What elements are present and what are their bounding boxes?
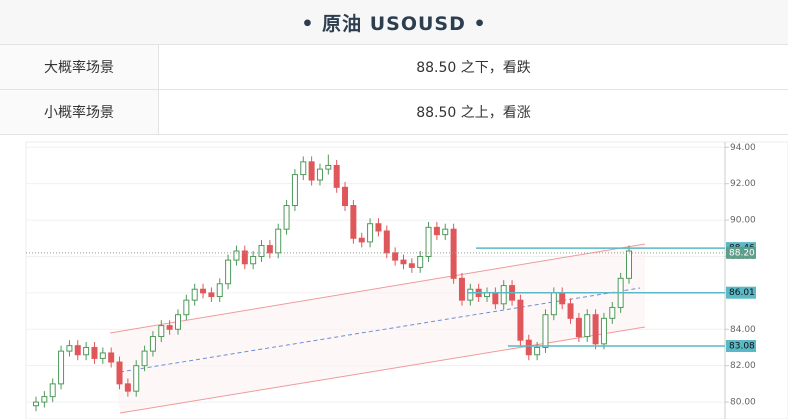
header-title: • 原油 USOUSD • bbox=[0, 0, 788, 45]
candle-body bbox=[433, 226, 440, 236]
candle-body bbox=[283, 205, 290, 230]
candle-body bbox=[316, 168, 323, 181]
cell: 小概率场景 bbox=[0, 89, 159, 135]
candle-body bbox=[275, 228, 282, 254]
candle-body bbox=[600, 317, 607, 345]
candle-body bbox=[133, 365, 140, 392]
candle-body bbox=[417, 255, 424, 268]
candle-body bbox=[174, 314, 181, 330]
candle-body bbox=[141, 350, 148, 367]
y-tick-label: 80.00 bbox=[730, 398, 756, 408]
price-tag bbox=[726, 340, 756, 353]
channel-mid bbox=[119, 287, 641, 373]
candle-body bbox=[375, 223, 382, 232]
candle-body bbox=[191, 288, 198, 301]
cell: 大概率场景 bbox=[0, 45, 159, 90]
candle-body bbox=[291, 174, 298, 207]
y-tick-label: 82.00 bbox=[730, 361, 756, 371]
candle-body bbox=[367, 223, 374, 243]
y-tick-label: 84.00 bbox=[730, 325, 756, 335]
candle-body bbox=[592, 314, 599, 345]
candle-body bbox=[300, 161, 307, 176]
candle-body bbox=[41, 396, 48, 403]
candle-body bbox=[542, 314, 549, 348]
levels: 80.0082.0084.0086.0088.0090.0092.0094.00… bbox=[26, 143, 756, 408]
row: 小概率场景 88.50 之上，看涨 bbox=[0, 89, 788, 135]
candle-body bbox=[350, 205, 357, 239]
candle-body bbox=[609, 306, 616, 319]
candle-body bbox=[99, 352, 106, 359]
candle-body bbox=[166, 325, 173, 330]
channel-upper bbox=[109, 243, 646, 334]
candle-body bbox=[58, 350, 65, 385]
candle-body bbox=[392, 252, 399, 261]
candle-body bbox=[450, 228, 457, 279]
candle-body bbox=[559, 292, 566, 305]
candle-body bbox=[149, 336, 156, 352]
candle-body bbox=[208, 292, 215, 298]
candle-body bbox=[33, 401, 39, 407]
candle-body bbox=[233, 250, 240, 261]
candle-body bbox=[442, 228, 449, 236]
cell: 88.50 之下，看跌 bbox=[158, 45, 788, 90]
candle-body bbox=[258, 245, 265, 257]
candle-body bbox=[83, 346, 90, 356]
y-tick-label: 94.00 bbox=[730, 143, 756, 153]
last-price-tag bbox=[726, 246, 756, 259]
y-tick-label: 90.00 bbox=[730, 216, 756, 226]
candle-body bbox=[467, 288, 474, 301]
candle-body bbox=[250, 255, 257, 265]
candle-body bbox=[49, 383, 56, 398]
price-tag-label: 86.01 bbox=[729, 288, 755, 298]
candle-body bbox=[308, 161, 315, 181]
candle-body bbox=[500, 285, 507, 305]
price-tag-label: 83.08 bbox=[729, 342, 755, 352]
candle-body bbox=[425, 226, 432, 257]
candle-body bbox=[383, 230, 390, 254]
candle-body bbox=[158, 325, 165, 338]
candle-body bbox=[358, 237, 365, 243]
candle-body bbox=[626, 250, 632, 279]
chart: 80.0082.0084.0086.0088.0090.0092.0094.00… bbox=[25, 141, 788, 419]
candle-body bbox=[74, 345, 81, 356]
last-price-label: 88.20 bbox=[729, 248, 755, 258]
price-tag bbox=[726, 286, 756, 299]
candle-body bbox=[91, 346, 98, 359]
candle-body bbox=[567, 303, 574, 319]
candle-body bbox=[216, 283, 223, 298]
channel-lower bbox=[119, 326, 646, 414]
candle-body bbox=[183, 299, 190, 316]
candle-body bbox=[584, 314, 591, 338]
row: 大概率场景 88.50 之下，看跌 bbox=[0, 45, 788, 90]
candles bbox=[33, 154, 632, 412]
candle-body bbox=[116, 361, 123, 385]
candle-body bbox=[200, 288, 207, 294]
candle-body bbox=[66, 345, 73, 352]
candle-body bbox=[241, 250, 248, 265]
candle-body bbox=[342, 186, 349, 207]
candle-body bbox=[266, 245, 273, 254]
cell: 88.50 之上，看涨 bbox=[158, 89, 788, 135]
candle-body bbox=[458, 277, 465, 301]
candle-body bbox=[400, 259, 407, 265]
candle-body bbox=[124, 383, 131, 392]
candle-body bbox=[525, 339, 532, 356]
candle-body bbox=[517, 299, 524, 341]
candle-body bbox=[408, 263, 415, 268]
candle-body bbox=[534, 346, 541, 356]
candle-body bbox=[492, 292, 499, 305]
candle-body bbox=[550, 292, 557, 316]
candle-body bbox=[325, 164, 332, 170]
candle-body bbox=[225, 259, 232, 285]
scenario-table: 大概率场景 88.50 之下，看跌 小概率场景 88.50 之上，看涨 bbox=[0, 45, 788, 135]
candle-body bbox=[575, 317, 582, 338]
candle-body bbox=[333, 164, 340, 188]
y-tick-label: 92.00 bbox=[730, 179, 756, 189]
candle-body bbox=[108, 352, 115, 363]
